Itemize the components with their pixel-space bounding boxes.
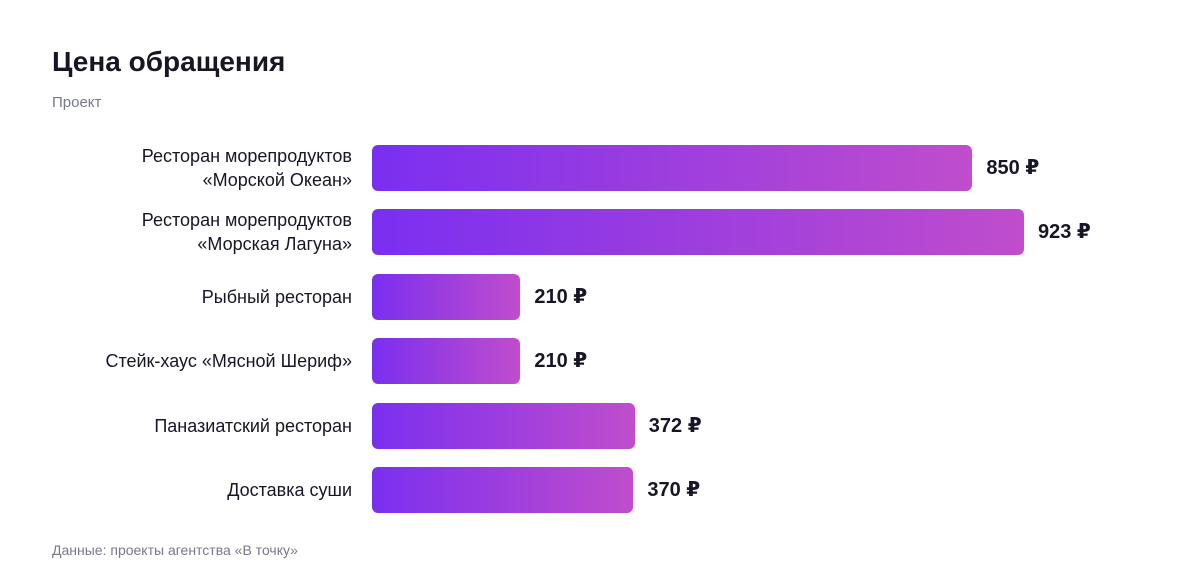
value-label: 923 ₽ <box>1038 221 1091 244</box>
category-label: Ресторан морепродуктов «Морской Океан» <box>141 146 352 190</box>
bar <box>372 467 634 513</box>
bar <box>372 273 521 320</box>
chart-subtitle: Проект <box>52 94 102 111</box>
category-label: Доставка суши <box>227 480 352 500</box>
value-label: 372 ₽ <box>648 414 702 437</box>
value-label: 210 ₽ <box>534 285 588 308</box>
category-label: Рыбный ресторан <box>201 286 352 307</box>
category-label: Стейк-хаус «Мясной Шериф» <box>105 351 352 372</box>
value-label: 850 ₽ <box>986 157 1040 179</box>
source-note: Данные: проекты агентства «В точку» <box>52 542 298 558</box>
bar <box>372 402 635 449</box>
category-label: Ресторан морепродуктов «Морская Лагуна» <box>141 210 352 255</box>
chart-title: Цена обращения <box>52 46 286 77</box>
bar <box>372 145 973 191</box>
value-label: 370 ₽ <box>647 479 701 501</box>
bar <box>372 209 1024 256</box>
bar <box>372 338 521 385</box>
category-label: Паназиатский ресторан <box>154 415 352 436</box>
value-label: 210 ₽ <box>534 350 588 373</box>
